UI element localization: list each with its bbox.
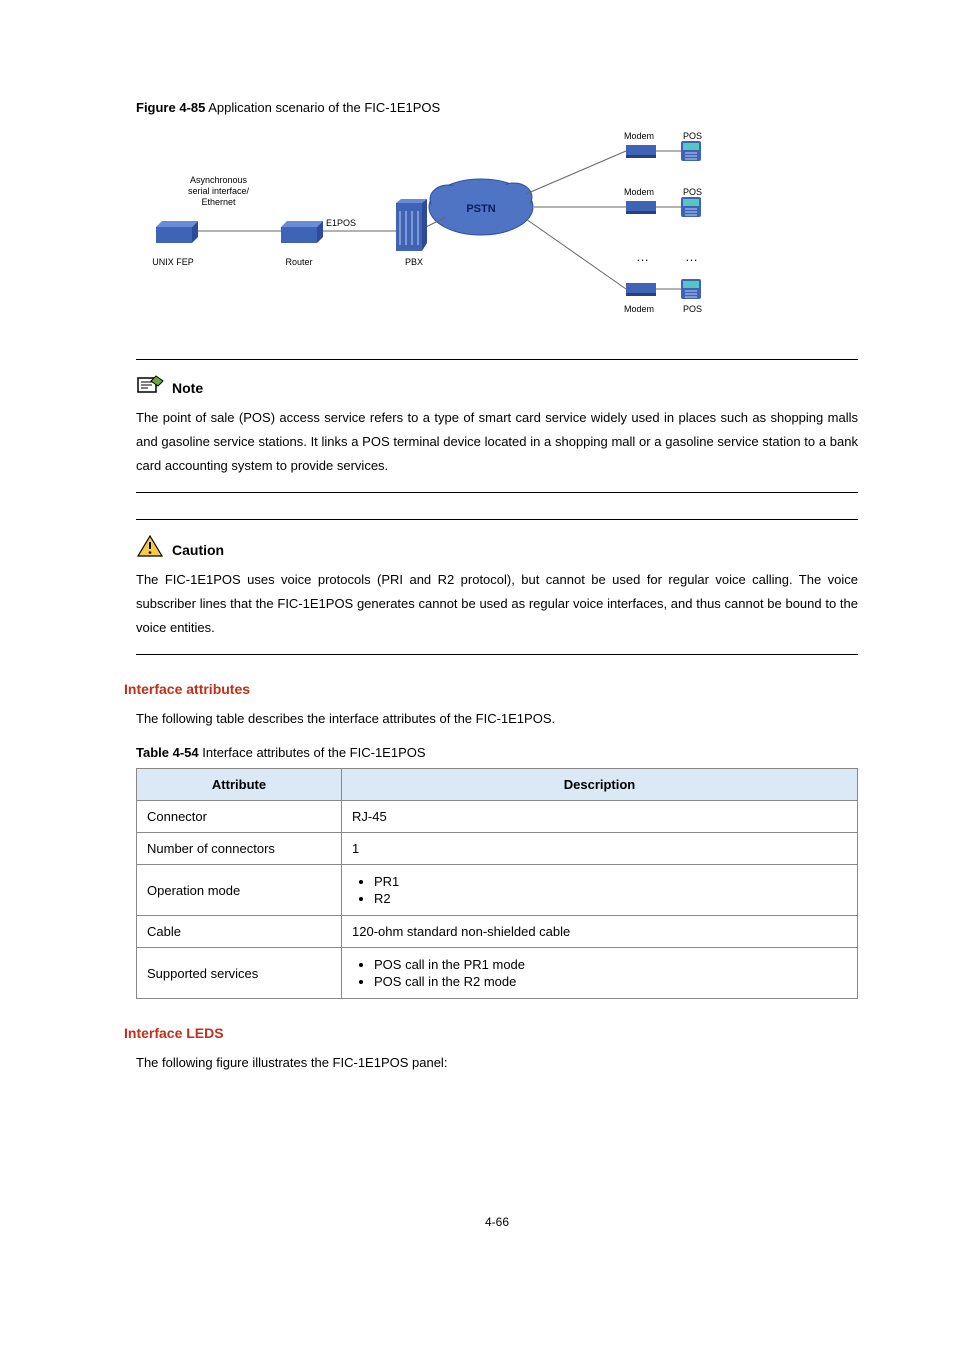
table-row: Operation modePR1R2 xyxy=(137,865,858,916)
pbx-icon xyxy=(396,199,427,251)
label-pos: POS xyxy=(683,187,702,198)
col-description: Description xyxy=(342,769,858,801)
caution-label: Caution xyxy=(172,542,224,558)
application-scenario-diagram: PSTN xyxy=(136,129,716,329)
modem-icon xyxy=(626,283,656,296)
cell-attribute: Connector xyxy=(137,801,342,833)
table-row: Cable120-ohm standard non-shielded cable xyxy=(137,916,858,948)
label-modem: Modem xyxy=(624,131,654,142)
list-item: R2 xyxy=(374,890,847,907)
caution-icon xyxy=(136,534,164,558)
router-icon xyxy=(281,221,323,243)
label-modem: Modem xyxy=(624,304,654,315)
caution-text: The FIC-1E1POS uses voice protocols (PRI… xyxy=(136,568,858,640)
heading-interface-attributes: Interface attributes xyxy=(124,681,858,697)
note-label: Note xyxy=(172,380,203,396)
list-item: PR1 xyxy=(374,873,847,890)
note-text: The point of sale (POS) access service r… xyxy=(136,406,858,478)
pos-icon xyxy=(681,141,701,161)
page-number: 4-66 xyxy=(136,1215,858,1229)
cell-description: 1 xyxy=(342,833,858,865)
label-dots: … xyxy=(685,249,698,265)
divider xyxy=(136,519,858,520)
svg-text:PSTN: PSTN xyxy=(466,203,495,215)
interface-attributes-table: Attribute Description ConnectorRJ-45Numb… xyxy=(136,768,858,999)
label-modem: Modem xyxy=(624,187,654,198)
pos-icon xyxy=(681,279,701,299)
leds-intro: The following figure illustrates the FIC… xyxy=(136,1051,858,1075)
table-row: Supported servicesPOS call in the PR1 mo… xyxy=(137,948,858,999)
list-item: POS call in the R2 mode xyxy=(374,973,847,990)
heading-interface-leds: Interface LEDS xyxy=(124,1025,858,1041)
cell-description: 120-ohm standard non-shielded cable xyxy=(342,916,858,948)
divider xyxy=(136,654,858,655)
diagram-svg: PSTN xyxy=(136,129,716,329)
label-async: Asynchronousserial interface/Ethernet xyxy=(171,175,266,207)
figure-label: Figure 4-85 xyxy=(136,100,205,115)
label-pbx: PBX xyxy=(394,257,434,268)
label-pos: POS xyxy=(683,131,702,142)
label-e1pos: E1POS xyxy=(326,218,356,229)
cell-description: POS call in the PR1 modePOS call in the … xyxy=(342,948,858,999)
label-dots: … xyxy=(636,249,649,265)
col-attribute: Attribute xyxy=(137,769,342,801)
label-pos: POS xyxy=(683,304,702,315)
table-title: Interface attributes of the FIC-1E1POS xyxy=(202,745,425,760)
figure-caption: Figure 4-85 Application scenario of the … xyxy=(136,100,858,115)
caution-header: Caution xyxy=(136,534,858,558)
cell-description: PR1R2 xyxy=(342,865,858,916)
table-row: Number of connectors1 xyxy=(137,833,858,865)
pstn-cloud: PSTN xyxy=(429,179,533,235)
modem-icon xyxy=(626,201,656,214)
label-unix-fep: UNIX FEP xyxy=(138,257,208,268)
unix-fep-icon xyxy=(156,221,198,243)
figure-title: Application scenario of the FIC-1E1POS xyxy=(208,100,440,115)
cell-attribute: Number of connectors xyxy=(137,833,342,865)
pos-icon xyxy=(681,197,701,217)
label-router: Router xyxy=(269,257,329,268)
table-caption: Table 4-54 Interface attributes of the F… xyxy=(136,745,858,760)
note-icon xyxy=(136,374,164,396)
cell-attribute: Operation mode xyxy=(137,865,342,916)
cell-attribute: Supported services xyxy=(137,948,342,999)
list-item: POS call in the PR1 mode xyxy=(374,956,847,973)
note-header: Note xyxy=(136,374,858,396)
modem-icon xyxy=(626,145,656,158)
attributes-intro: The following table describes the interf… xyxy=(136,707,858,731)
table-row: ConnectorRJ-45 xyxy=(137,801,858,833)
divider xyxy=(136,492,858,493)
divider xyxy=(136,359,858,360)
table-label: Table 4-54 xyxy=(136,745,199,760)
cell-description: RJ-45 xyxy=(342,801,858,833)
cell-attribute: Cable xyxy=(137,916,342,948)
